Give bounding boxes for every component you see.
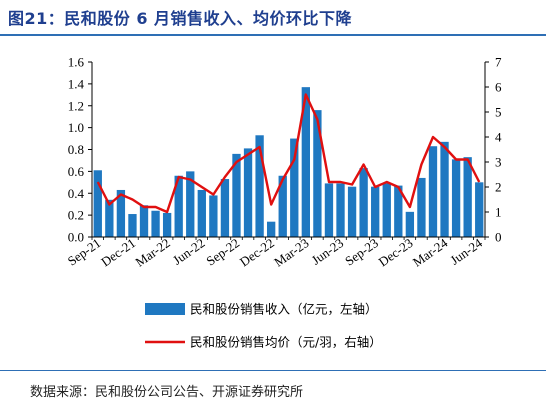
bar [371, 186, 380, 237]
x-tick-label: Dec-23 [376, 235, 416, 269]
x-tick-label: Dec-21 [98, 235, 138, 269]
left-tick-label: 1.2 [68, 98, 84, 113]
chart-title: 图21：民和股份 6 月销售收入、均价环比下降 [8, 9, 353, 28]
left-axis-ticks: 0.0 0.2 0.4 0.6 0.8 1.0 1.2 1.4 1.6 [68, 55, 92, 245]
bar [278, 175, 287, 237]
legend-bar-label: 民和股份销售收入（亿元，左轴） [190, 302, 378, 317]
bar [336, 183, 345, 237]
left-tick-label: 1.4 [68, 76, 85, 91]
right-tick-label: 0 [495, 230, 502, 245]
left-tick-label: 0.8 [68, 142, 84, 157]
bar [428, 146, 438, 237]
left-tick-label: 0.2 [68, 208, 84, 223]
bar-series [93, 87, 484, 237]
left-tick-label: 0.6 [68, 164, 85, 179]
left-tick-label: 1.6 [68, 55, 85, 70]
right-tick-label: 3 [495, 155, 502, 170]
bar [174, 175, 183, 237]
bar [347, 186, 357, 237]
bar [313, 110, 322, 237]
bar [139, 205, 149, 237]
right-tick-label: 1 [495, 205, 502, 220]
right-tick-label: 7 [495, 55, 502, 70]
x-tick-label: Sep-22 [203, 235, 242, 268]
bar [232, 153, 241, 237]
bar [324, 183, 334, 237]
bar [209, 195, 218, 237]
bar [186, 171, 195, 237]
bar [451, 159, 461, 237]
x-tick-label: Mar-22 [133, 235, 173, 270]
bar [220, 179, 230, 237]
bar [116, 189, 126, 237]
footer-divider [0, 370, 546, 371]
bar [417, 177, 426, 237]
bar [405, 211, 415, 237]
right-axis-ticks: 0 1 2 3 4 5 6 7 [485, 55, 502, 245]
x-tick-label: Mar-23 [271, 235, 311, 270]
legend: 民和股份销售收入（亿元，左轴） 民和股份销售均价（元/羽，右轴） [145, 302, 382, 350]
bar [255, 135, 264, 237]
left-tick-label: 0.4 [68, 186, 85, 201]
bar [394, 185, 403, 237]
x-tick-label: Jun-24 [447, 235, 485, 268]
price-line [96, 93, 481, 214]
bar [162, 212, 172, 237]
legend-line-label: 民和股份销售均价（元/羽，右轴） [190, 335, 382, 350]
bar [197, 189, 206, 237]
bar [93, 170, 102, 237]
bar [151, 210, 160, 237]
right-tick-label: 4 [495, 130, 502, 145]
bar [290, 138, 299, 237]
source-note: 数据来源：民和股份公司公告、开源证券研究所 [30, 385, 304, 400]
title-divider [0, 34, 546, 36]
left-tick-label: 0.0 [68, 230, 84, 245]
bar [105, 199, 114, 237]
right-tick-label: 6 [495, 80, 502, 95]
x-tick-label: Sep-23 [342, 235, 381, 268]
bar [475, 182, 484, 237]
bar [243, 148, 253, 237]
left-tick-label: 1.0 [68, 120, 84, 135]
bar [463, 157, 472, 237]
x-tick-label: Jun-23 [309, 235, 347, 268]
line-series [96, 93, 481, 214]
bar [128, 214, 137, 237]
x-tick-label: Dec-22 [237, 235, 277, 269]
bar [301, 87, 310, 237]
x-tick-label: Mar-24 [410, 235, 451, 270]
right-tick-label: 2 [495, 180, 502, 195]
bar [382, 183, 391, 237]
bar [359, 168, 368, 237]
legend-bar-swatch [145, 303, 185, 315]
x-tick-label: Jun-22 [170, 235, 208, 268]
chart: 0.0 0.2 0.4 0.6 0.8 1.0 1.2 1.4 1.6 0 1 2 3 4 5 6 7 Sep… [65, 55, 502, 350]
right-tick-label: 5 [495, 105, 502, 120]
bar [267, 221, 276, 237]
bar [440, 141, 449, 237]
